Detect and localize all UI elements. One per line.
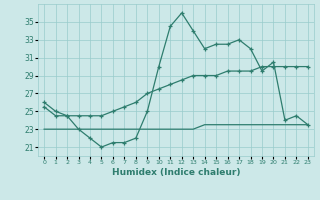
X-axis label: Humidex (Indice chaleur): Humidex (Indice chaleur)	[112, 168, 240, 177]
